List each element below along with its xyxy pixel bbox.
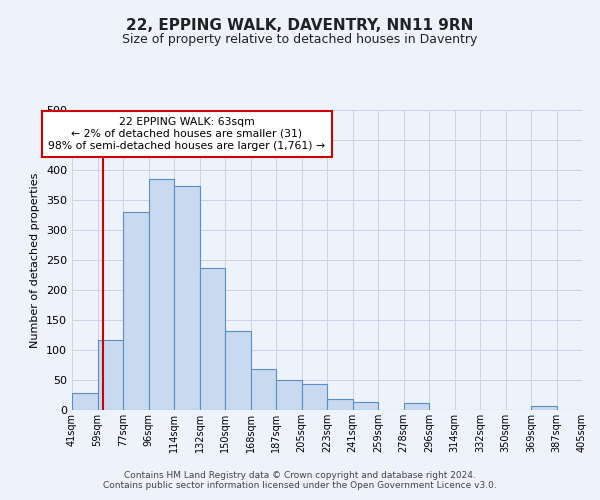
Bar <box>404 404 429 410</box>
Bar <box>353 402 378 410</box>
Bar <box>123 212 149 410</box>
Bar <box>174 186 199 410</box>
Text: 22 EPPING WALK: 63sqm
← 2% of detached houses are smaller (31)
98% of semi-detac: 22 EPPING WALK: 63sqm ← 2% of detached h… <box>48 118 325 150</box>
Bar <box>97 340 123 410</box>
Bar <box>276 380 302 410</box>
Text: Contains public sector information licensed under the Open Government Licence v3: Contains public sector information licen… <box>103 482 497 490</box>
Bar <box>531 406 557 410</box>
Y-axis label: Number of detached properties: Number of detached properties <box>31 172 40 348</box>
Bar <box>302 384 327 410</box>
Bar <box>225 331 251 410</box>
Bar <box>327 399 353 410</box>
Bar <box>149 179 174 410</box>
Text: 22, EPPING WALK, DAVENTRY, NN11 9RN: 22, EPPING WALK, DAVENTRY, NN11 9RN <box>127 18 473 32</box>
Bar <box>199 268 225 410</box>
Text: Size of property relative to detached houses in Daventry: Size of property relative to detached ho… <box>122 32 478 46</box>
Text: Contains HM Land Registry data © Crown copyright and database right 2024.: Contains HM Land Registry data © Crown c… <box>124 472 476 480</box>
Bar <box>72 393 97 410</box>
Bar <box>251 369 276 410</box>
